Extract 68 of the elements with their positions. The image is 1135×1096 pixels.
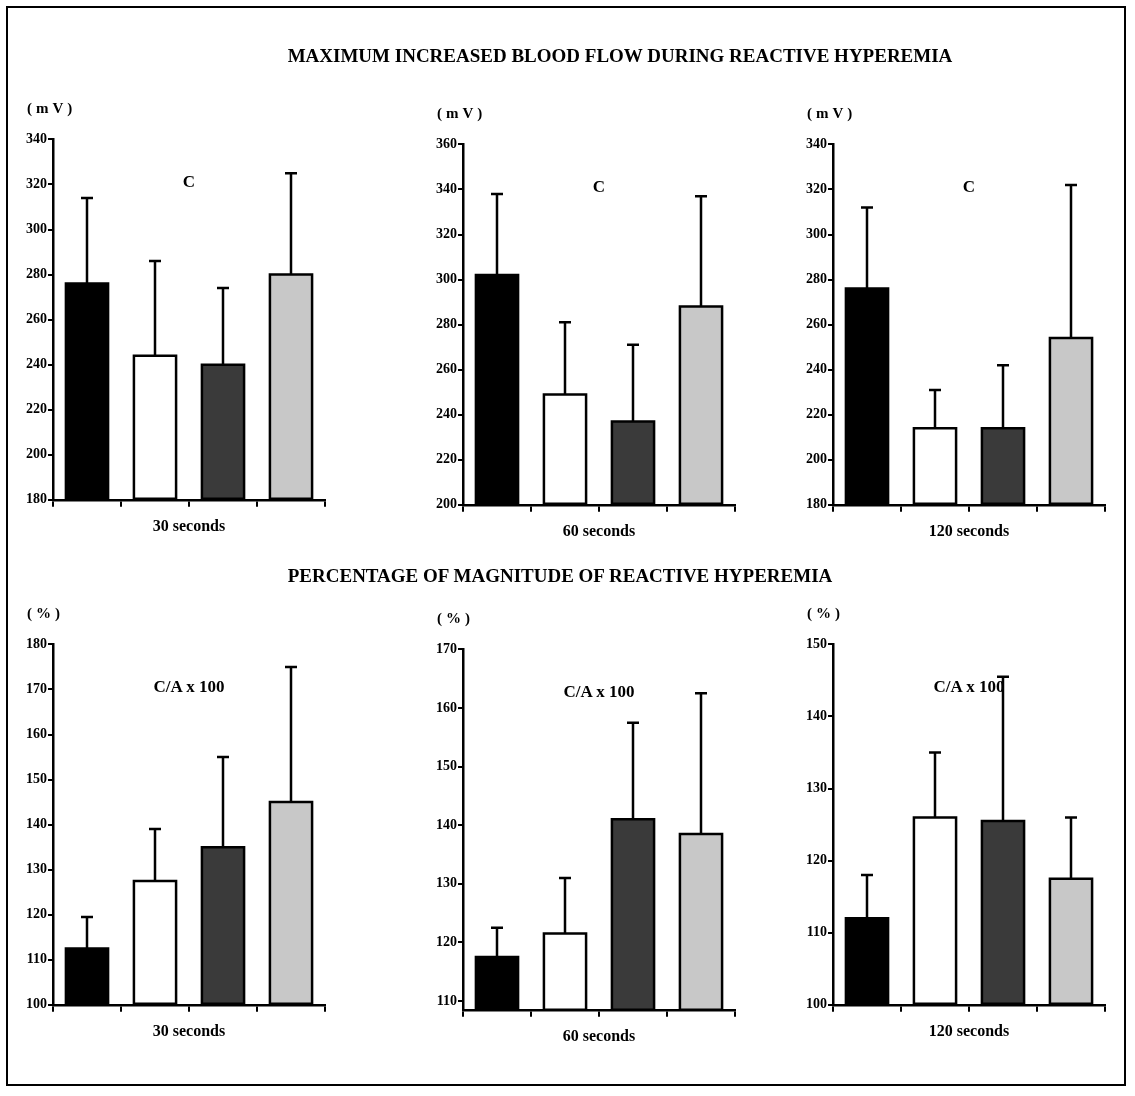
x-axis-title: 120 seconds — [928, 521, 1010, 539]
y-tick-label: 130 — [26, 861, 47, 877]
y-tick-label: 280 — [806, 271, 827, 287]
chart-title: PERCENTAGE OF MAGNITUDE OF REACTIVE HYPEREMIA — [287, 565, 833, 587]
y-tick-label: 170 — [436, 641, 457, 657]
annotation: C/A x 100 — [153, 677, 225, 697]
y-tick-label: 220 — [436, 451, 457, 467]
y-tick-label: 180 — [26, 491, 47, 507]
y-tick-label: 200 — [806, 451, 827, 467]
y-axis-title: (%) — [437, 610, 474, 627]
y-tick-label: 300 — [806, 226, 827, 242]
y-tick-label: 140 — [806, 708, 827, 724]
y-tick-label: 260 — [26, 311, 47, 327]
chart-title: MAXIMUM INCREASED BLOOD FLOW DURING REACTIVE HYPEREMIA — [287, 45, 953, 67]
y-tick-label: 360 — [436, 136, 457, 152]
x-axis-title: 120 seconds — [928, 1021, 1010, 1039]
y-tick-label: 150 — [436, 758, 457, 774]
annotation: C/A x 100 — [563, 682, 635, 702]
y-tick-label: 160 — [436, 699, 457, 715]
annotation: C — [962, 177, 976, 197]
y-axis-title: (mV) — [437, 105, 487, 122]
y-tick-label: 120 — [26, 906, 47, 922]
y-tick-label: 240 — [26, 356, 47, 372]
x-axis-title: 60 seconds — [562, 1026, 636, 1044]
y-tick-label: 340 — [806, 136, 827, 152]
annotation: C — [592, 177, 606, 197]
annotation: C — [182, 172, 196, 192]
x-axis-title: 60 seconds — [562, 521, 636, 539]
x-axis-title: 30 seconds — [152, 1021, 226, 1039]
y-tick-label: 200 — [26, 446, 47, 462]
y-tick-label: 240 — [806, 361, 827, 377]
y-tick-label: 280 — [436, 316, 457, 332]
y-tick-label: 120 — [436, 934, 457, 950]
y-tick-label: 260 — [806, 316, 827, 332]
y-tick-label: 200 — [436, 496, 457, 512]
y-tick-label: 240 — [436, 406, 457, 422]
y-tick-label: 180 — [806, 496, 827, 512]
y-tick-label: 110 — [436, 992, 457, 1008]
y-tick-label: 340 — [436, 181, 457, 197]
y-tick-label: 150 — [806, 636, 827, 652]
y-axis-title: (mV) — [27, 100, 77, 117]
y-tick-label: 120 — [806, 852, 827, 868]
x-axis-title: 30 seconds — [152, 516, 226, 534]
y-tick-label: 300 — [436, 271, 457, 287]
y-tick-label: 100 — [26, 996, 47, 1012]
y-axis-title: (%) — [27, 605, 64, 622]
y-tick-label: 110 — [26, 951, 47, 967]
y-tick-label: 180 — [26, 636, 47, 652]
y-tick-label: 130 — [436, 875, 457, 891]
y-tick-label: 220 — [806, 406, 827, 422]
y-tick-label: 160 — [26, 726, 47, 742]
y-tick-label: 100 — [806, 996, 827, 1012]
y-tick-label: 320 — [26, 176, 47, 192]
y-tick-label: 320 — [806, 181, 827, 197]
y-tick-label: 340 — [26, 131, 47, 147]
y-tick-label: 150 — [26, 771, 47, 787]
y-tick-label: 280 — [26, 266, 47, 282]
y-tick-label: 220 — [26, 401, 47, 417]
y-tick-label: 110 — [806, 924, 827, 940]
y-tick-label: 260 — [436, 361, 457, 377]
y-axis-title: (%) — [807, 605, 844, 622]
y-tick-label: 320 — [436, 226, 457, 242]
y-tick-label: 140 — [436, 816, 457, 832]
y-tick-label: 130 — [806, 780, 827, 796]
y-tick-label: 300 — [26, 221, 47, 237]
y-tick-label: 140 — [26, 816, 47, 832]
y-tick-label: 170 — [26, 681, 47, 697]
y-axis-title: (mV) — [807, 105, 857, 122]
